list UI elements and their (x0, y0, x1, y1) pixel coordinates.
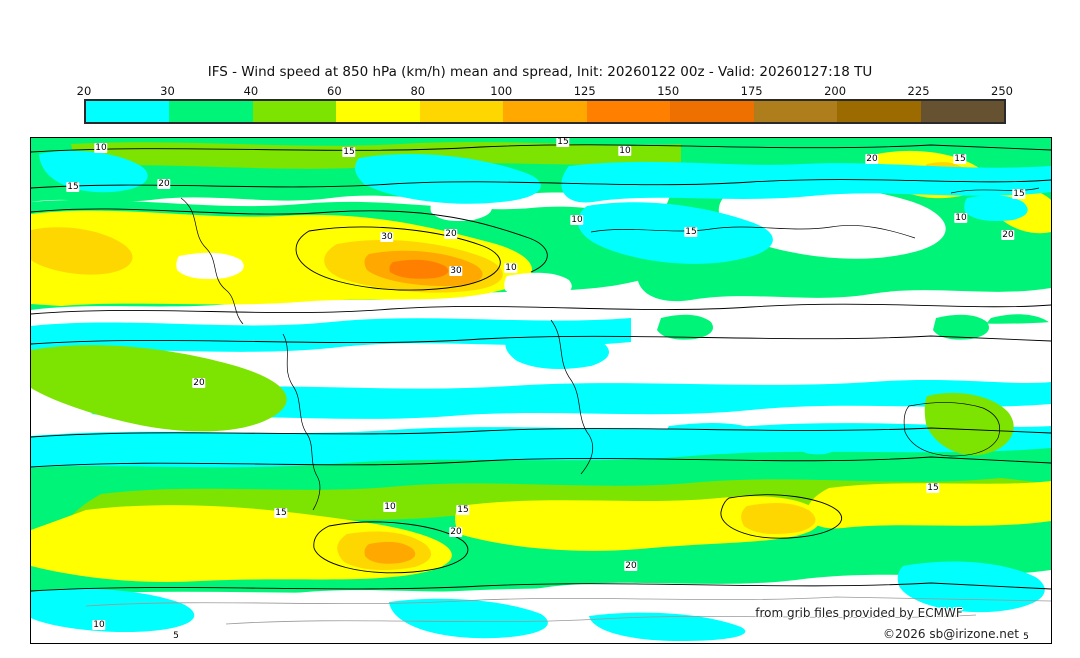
color-scale-tick: 100 (490, 84, 513, 98)
color-scale-tick: 200 (824, 84, 847, 98)
color-scale-tick: 20 (76, 84, 92, 98)
contour-value-label: 15 (342, 147, 356, 157)
contour-value-label: 30 (380, 232, 394, 242)
contour-value-label: 30 (449, 266, 463, 276)
contour-value-label: 5 (1022, 632, 1030, 642)
color-scale-tick: 150 (657, 84, 680, 98)
wind-fill-cyan-layer (31, 150, 1051, 641)
color-scale-segment (86, 101, 170, 122)
color-scale-segment (586, 101, 671, 122)
color-scale-tick: 30 (160, 84, 175, 98)
chart-title: IFS - Wind speed at 850 hPa (km/h) mean … (207, 64, 873, 80)
color-scale-tick-labels: 20 30 40 60 80 100 125 150 175 200 225 250 (77, 84, 1013, 98)
tropical-spring-accents (657, 314, 989, 340)
contour-value-label: 15 (274, 508, 288, 518)
attribution-copyright: ©2026 sb@irizone.net (883, 627, 1019, 641)
color-scale-tick: 80 (410, 84, 426, 98)
wind-speed-contour-plot (31, 138, 1051, 643)
contour-value-label: 10 (504, 263, 518, 273)
color-scale-segment (336, 101, 420, 122)
contour-value-label: 20 (444, 229, 458, 239)
color-scale-segment (503, 101, 587, 122)
color-scale-tick: 125 (573, 84, 596, 98)
contour-value-label: 10 (94, 143, 108, 153)
contour-value-label: 20 (192, 378, 206, 388)
contour-value-label: 10 (92, 620, 106, 630)
world-wind-map: 10 15 20 15 15 10 20 15 10 15 20 30 20 30 10 15 10 20 10 15… (30, 137, 1052, 644)
color-scale-segment (837, 101, 921, 122)
color-scale-tick: 250 (991, 84, 1013, 98)
color-scale-bar (84, 99, 1006, 124)
color-scale-segment (169, 101, 253, 122)
tropical-green-accents (31, 345, 1014, 456)
contour-value-label: 5 (172, 631, 180, 641)
coastline-lines (180, 187, 1040, 511)
contour-value-label: 10 (383, 502, 397, 512)
attribution-ecmwf: from grib files provided by ECMWF (755, 606, 963, 620)
contour-value-label: 10 (954, 213, 968, 223)
wind-fill-125-150-layer (389, 259, 449, 279)
contour-value-label: 15 (1012, 189, 1026, 199)
contour-value-label: 15 (66, 182, 80, 192)
contour-value-label: 15 (926, 483, 940, 493)
color-scale-segment (670, 101, 754, 122)
contour-value-label: 20 (1001, 230, 1015, 240)
contour-value-label: 20 (865, 154, 879, 164)
contour-value-label: 20 (624, 561, 638, 571)
color-scale-tick: 60 (327, 84, 342, 98)
minor-contour-lines (85, 596, 1051, 625)
contour-value-label: 10 (618, 146, 632, 156)
color-scale-tick: 225 (907, 84, 930, 98)
contour-value-label: 20 (157, 179, 171, 189)
color-scale-segment (753, 101, 838, 122)
color-scale-legend: 20 30 40 60 80 100 125 150 175 200 225 250 (77, 84, 1013, 124)
color-scale-segment (252, 101, 337, 122)
contour-value-label: 20 (449, 527, 463, 537)
color-scale-tick: 40 (243, 84, 259, 98)
contour-value-label: 10 (570, 215, 584, 225)
contour-value-label: 15 (953, 154, 967, 164)
color-scale-segment (920, 101, 1004, 122)
contour-value-label: 15 (556, 137, 570, 147)
spread-contour-lines (31, 144, 1051, 592)
color-scale-segment (419, 101, 504, 122)
contour-value-label: 15 (684, 227, 698, 237)
color-scale-tick: 175 (740, 84, 763, 98)
contour-value-label: 15 (456, 505, 470, 515)
